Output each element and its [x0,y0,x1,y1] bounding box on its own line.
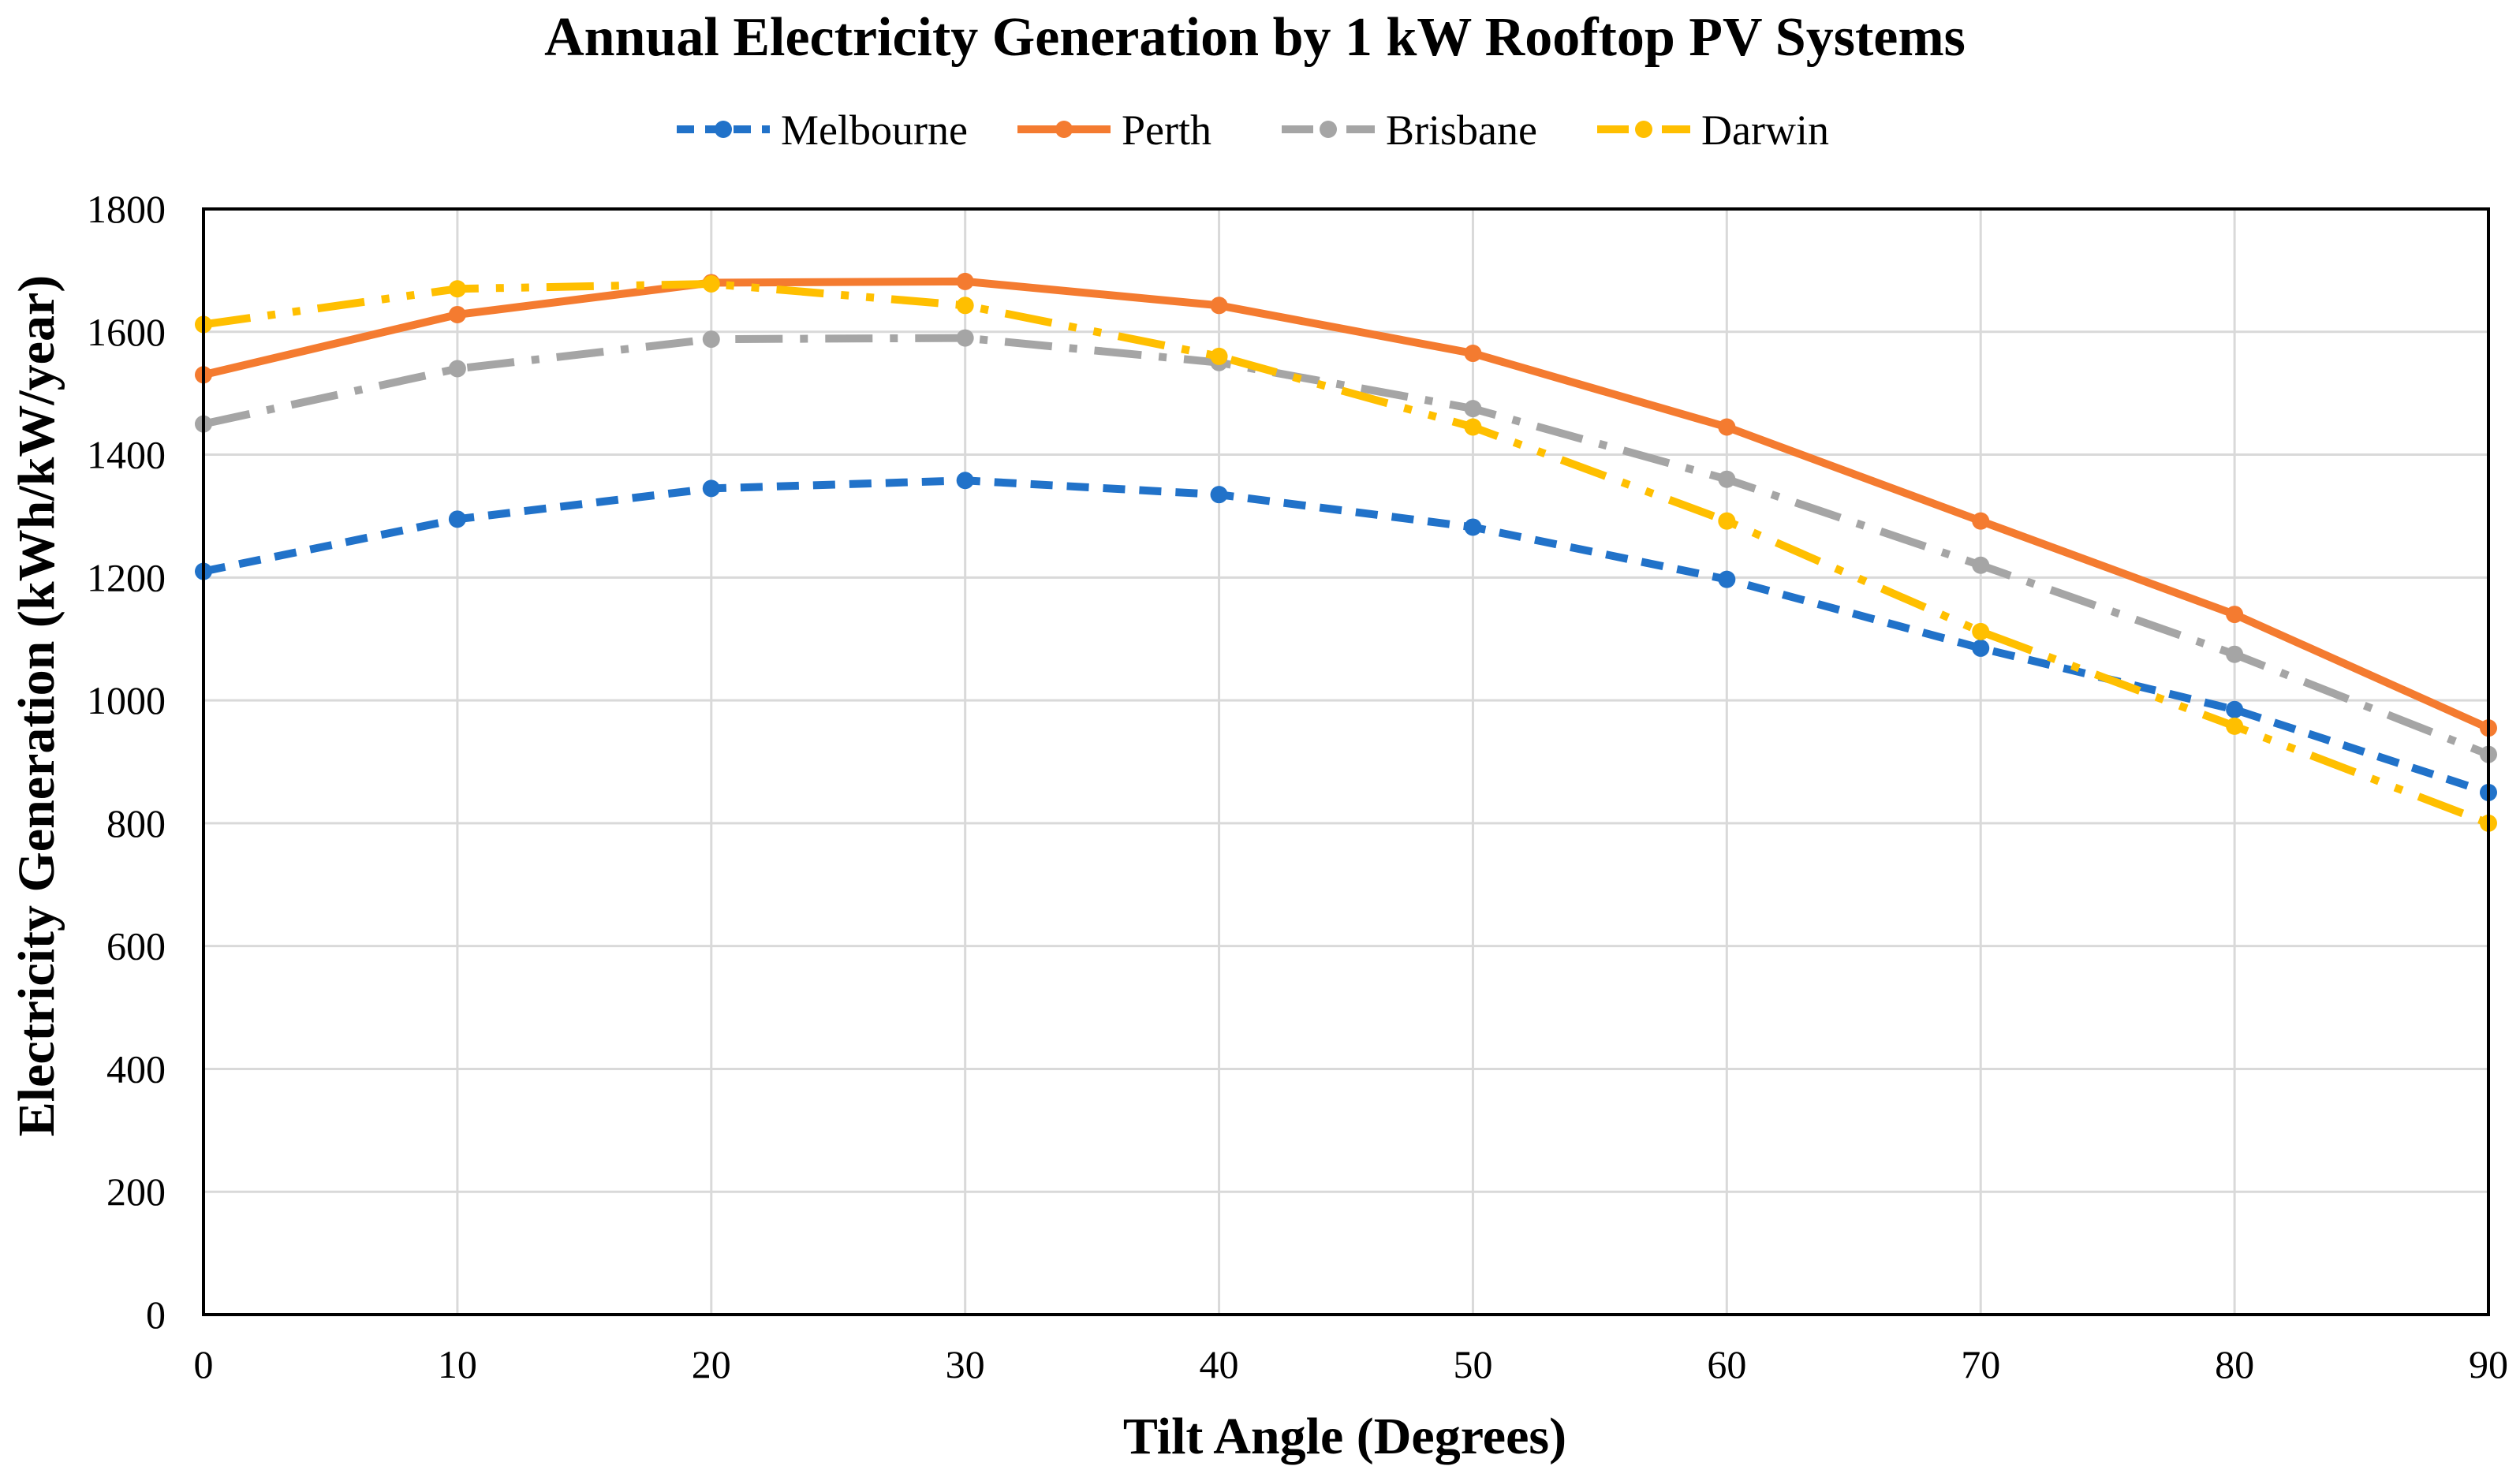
chart-title: Annual Electricity Generation by 1 kW Ro… [544,7,1966,68]
data-point [2226,717,2244,735]
y-tick-label: 1600 [87,310,166,354]
data-point [1972,512,1990,530]
data-point [448,280,466,298]
y-tick-label: 600 [106,924,166,968]
data-point [1464,518,1482,536]
data-point [956,329,974,347]
x-tick-label: 80 [2215,1342,2254,1386]
y-tick-label: 800 [106,801,166,845]
data-point [1464,400,1482,418]
y-tick-label: 1800 [87,187,166,231]
data-point [1718,570,1736,588]
y-tick-label: 1400 [87,433,166,477]
data-point [2226,606,2244,624]
y-axis-ticks: 0 200 400 600 800 1000 1200 1400 1600 1800 [87,187,166,1337]
x-axis-ticks: 0 10 20 30 40 50 60 70 80 90 [194,1342,2509,1386]
data-point [1718,418,1736,436]
data-point [1718,512,1736,530]
x-tick-label: 0 [194,1342,214,1386]
legend-label: Darwin [1701,106,1829,154]
series-line [203,280,2490,827]
legend-item-darwin: Darwin [1597,106,1829,154]
data-point [448,360,466,378]
series-line [202,334,2490,759]
data-point [2226,645,2244,663]
data-point [956,272,974,290]
x-tick-label: 60 [1707,1342,1746,1386]
data-point [1972,556,1990,574]
data-point [1464,418,1482,436]
x-tick-label: 10 [438,1342,477,1386]
data-point [956,472,974,490]
series-line [202,277,2491,732]
x-tick-label: 20 [692,1342,731,1386]
legend-marker [1320,121,1337,138]
legend-marker [715,121,732,138]
data-point [1464,345,1482,363]
legend-item-melbourne: Melbourne [677,106,968,154]
data-point [956,297,974,315]
x-tick-label: 70 [1961,1342,2000,1386]
legend-marker [1055,121,1073,138]
data-point [448,510,466,528]
data-point [1210,297,1228,315]
y-tick-label: 1200 [87,555,166,599]
x-tick-label: 30 [946,1342,985,1386]
legend-label: Melbourne [781,106,968,154]
data-point [448,305,466,323]
legend-label: Brisbane [1386,106,1537,154]
x-tick-label: 50 [1453,1342,1492,1386]
data-point [702,479,720,498]
legend: Melbourne Perth Brisbane Darwin [677,106,1829,154]
x-tick-label: 40 [1200,1342,1239,1386]
data-point [702,330,720,349]
data-point [1972,622,1990,640]
plot-border [202,207,2490,1316]
legend-item-brisbane: Brisbane [1282,106,1537,154]
x-tick-label: 90 [2469,1342,2508,1386]
legend-item-perth: Perth [1017,106,1211,154]
data-point [1210,347,1228,365]
y-tick-label: 400 [106,1046,166,1091]
data-point [1718,470,1736,488]
data-point [702,275,720,293]
y-axis-title: Electricity Generation (kWh/kW/year) [8,275,65,1136]
data-point [1972,639,1990,657]
legend-marker [1635,121,1652,138]
y-tick-label: 0 [146,1293,166,1337]
y-tick-label: 200 [106,1170,166,1214]
data-point [2226,700,2244,718]
y-tick-label: 1000 [87,678,166,722]
x-axis-title: Tilt Angle (Degrees) [1123,1408,1566,1465]
series-layer [195,272,2497,832]
data-point [1210,486,1228,504]
legend-label: Perth [1122,106,1211,154]
